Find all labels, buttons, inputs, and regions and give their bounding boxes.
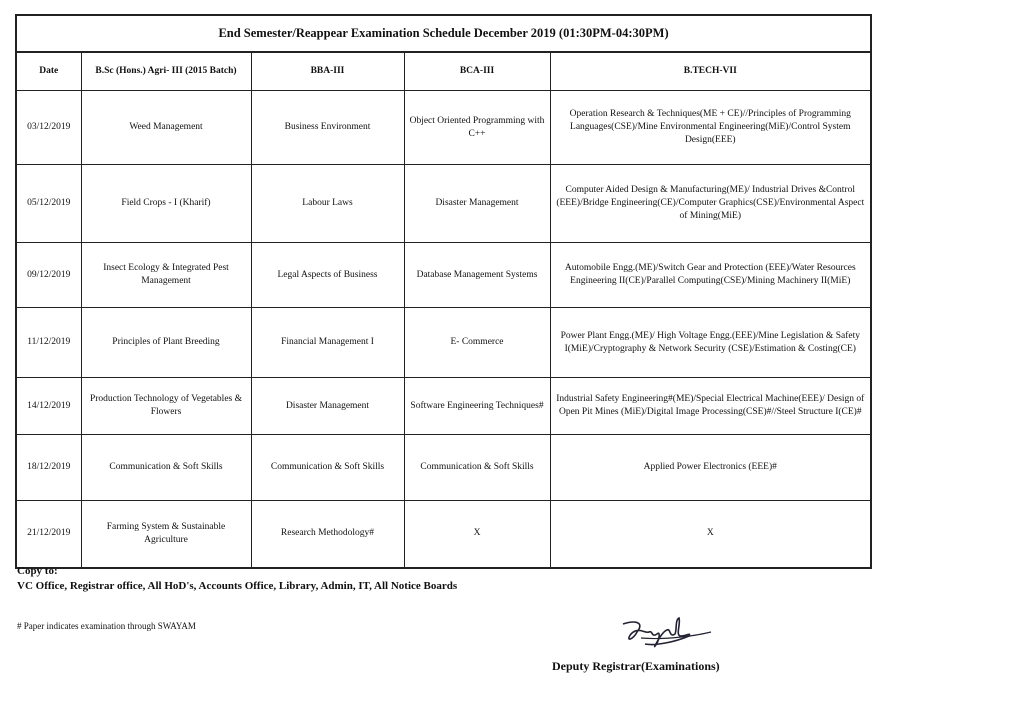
cell-agri: Principles of Plant Breeding	[80, 307, 252, 378]
table-row: 14/12/2019 Production Technology of Veget…	[15, 377, 872, 435]
cell-bba: Labour Laws	[250, 164, 405, 243]
cell-bba: Business Environment	[250, 90, 405, 165]
table-row: 09/12/2019 Insect Ecology & Integrated Pe…	[15, 242, 872, 308]
table-row: 18/12/2019 Communication & Soft Skills Com…	[15, 434, 872, 501]
copy-to-label: Copy to:	[17, 565, 58, 577]
cell-bca: Software Engineering Techniques#	[403, 377, 551, 435]
swayam-note: # Paper indicates examination through SW…	[17, 621, 196, 631]
schedule-title: End Semester/Reappear Examination Schedu…	[14, 14, 873, 53]
cell-agri: Production Technology of Vegetables & Fl…	[80, 377, 252, 435]
cell-bba: Research Methodology#	[250, 500, 405, 568]
cell-bba: Financial Management I	[250, 307, 405, 378]
header-agri: B.Sc (Hons.) Agri- III (2015 Batch)	[80, 51, 252, 91]
cell-date: 05/12/2019	[15, 164, 82, 243]
table-row: 21/12/2019 Farming System & Sustainable A…	[15, 500, 872, 568]
cell-date: 03/12/2019	[15, 90, 82, 165]
cell-date: 21/12/2019	[15, 500, 82, 568]
cell-agri: Communication & Soft Skills	[80, 434, 252, 501]
cell-bba: Disaster Management	[250, 377, 405, 435]
cell-date: 09/12/2019	[15, 242, 82, 308]
header-row: Date B.Sc (Hons.) Agri- III (2015 Batch)…	[15, 51, 872, 91]
cell-btech: Applied Power Electronics (EEE)#	[549, 434, 872, 501]
header-btech: B.TECH-VII	[549, 51, 872, 91]
cell-bba: Communication & Soft Skills	[250, 434, 405, 501]
signatory-title: Deputy Registrar(Examinations)	[552, 659, 720, 673]
table-row: 05/12/2019 Field Crops - I (Kharif) Labour…	[15, 164, 872, 243]
header-bca: BCA-III	[403, 51, 551, 91]
cell-agri: Field Crops - I (Kharif)	[80, 164, 252, 243]
cell-agri: Insect Ecology & Integrated Pest Managem…	[80, 242, 252, 308]
table-row: 11/12/2019 Principles of Plant Breeding Fi…	[15, 307, 872, 378]
cell-bca: X	[403, 500, 551, 568]
cell-bba: Legal Aspects of Business	[250, 242, 405, 308]
cell-date: 14/12/2019	[15, 377, 82, 435]
cell-agri: Weed Management	[80, 90, 252, 165]
copy-to-list: VC Office, Registrar office, All HoD's, …	[17, 580, 458, 592]
cell-bca: Object Oriented Programming with C++	[403, 90, 551, 165]
cell-bca: E- Commerce	[403, 307, 551, 378]
table-row: 03/12/2019 Weed Management Business Enviro…	[15, 90, 872, 165]
cell-btech: Power Plant Engg.(ME)/ High Voltage Engg…	[549, 307, 872, 378]
cell-btech: Operation Research & Techniques(ME + CE)…	[549, 90, 872, 165]
cell-bca: Database Management Systems	[403, 242, 551, 308]
signature-image	[622, 616, 712, 648]
cell-btech: Computer Aided Design & Manufacturing(ME…	[549, 164, 872, 243]
cell-bca: Communication & Soft Skills	[403, 434, 551, 501]
cell-btech: X	[549, 500, 872, 568]
exam-schedule-table: End Semester/Reappear Examination Schedu…	[14, 14, 873, 569]
copy-to-block: Copy to: VC Office, Registrar office, Al…	[17, 564, 457, 594]
cell-btech: Industrial Safety Engineering#(ME)/Speci…	[549, 377, 872, 435]
cell-date: 11/12/2019	[15, 307, 82, 378]
cell-date: 18/12/2019	[15, 434, 82, 501]
header-date: Date	[15, 51, 82, 91]
cell-bca: Disaster Management	[403, 164, 551, 243]
cell-agri: Farming System & Sustainable Agriculture	[80, 500, 252, 568]
header-bba: BBA-III	[250, 51, 405, 91]
cell-btech: Automobile Engg.(ME)/Switch Gear and Pro…	[549, 242, 872, 308]
